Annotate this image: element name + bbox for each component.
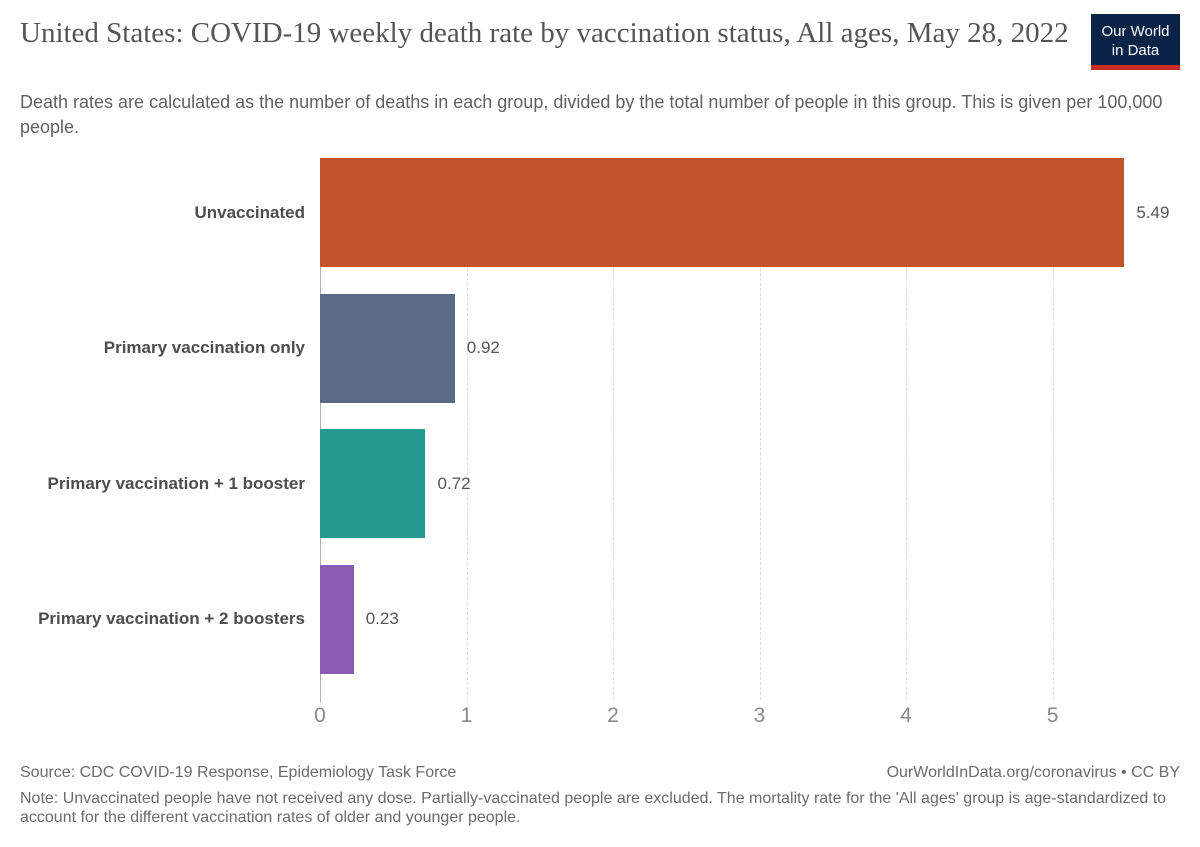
- category-label: Unvaccinated: [194, 202, 305, 222]
- bar[interactable]: [320, 564, 354, 674]
- source-text: Source: CDC COVID-19 Response, Epidemiol…: [20, 764, 457, 781]
- bar[interactable]: [320, 158, 1125, 267]
- category-label: Primary vaccination only: [103, 338, 305, 357]
- value-label: 0.23: [365, 609, 399, 628]
- bar[interactable]: [320, 293, 455, 403]
- value-label: 0.72: [437, 473, 471, 493]
- x-gridline-2: [613, 158, 614, 700]
- category-label: Primary vaccination + 1 booster: [47, 473, 305, 493]
- owid-logo-line2: in Data: [1111, 42, 1160, 59]
- license-link[interactable]: OurWorldInData.org/coronavirus • CC BY: [886, 764, 1180, 781]
- chart-subtitle: Death rates are calculated as the number…: [20, 92, 1163, 137]
- x-gridline-3: [759, 158, 761, 700]
- x-tick-label-4: 4: [900, 704, 912, 727]
- value-label: 0.92: [466, 338, 500, 357]
- owid-logo[interactable]: Our World in Data: [1091, 14, 1180, 70]
- category-label: Primary vaccination + 2 boosters: [38, 609, 305, 628]
- x-tick-label-1: 1: [460, 704, 473, 727]
- x-gridline-5: [1052, 158, 1054, 700]
- x-tick-label-2: 2: [607, 704, 619, 727]
- value-label: 5.49: [1136, 202, 1170, 222]
- x-gridline-1: [466, 158, 468, 700]
- note-text: Note: Unvaccinated people have not recei…: [20, 790, 1167, 827]
- owid-logo-line1: Our World: [1101, 23, 1170, 40]
- plot-area: Unvaccinated 5.49 Primary vaccination only…: [0, 158, 1200, 703]
- bar[interactable]: [320, 429, 426, 538]
- x-tick-label-5: 5: [1046, 704, 1059, 727]
- x-gridline-4: [906, 158, 908, 700]
- x-tick-label-3: 3: [753, 704, 766, 727]
- x-tick-label-0: 0: [314, 704, 326, 727]
- chart-title: United States: COVID-19 weekly death rat…: [20, 17, 1069, 49]
